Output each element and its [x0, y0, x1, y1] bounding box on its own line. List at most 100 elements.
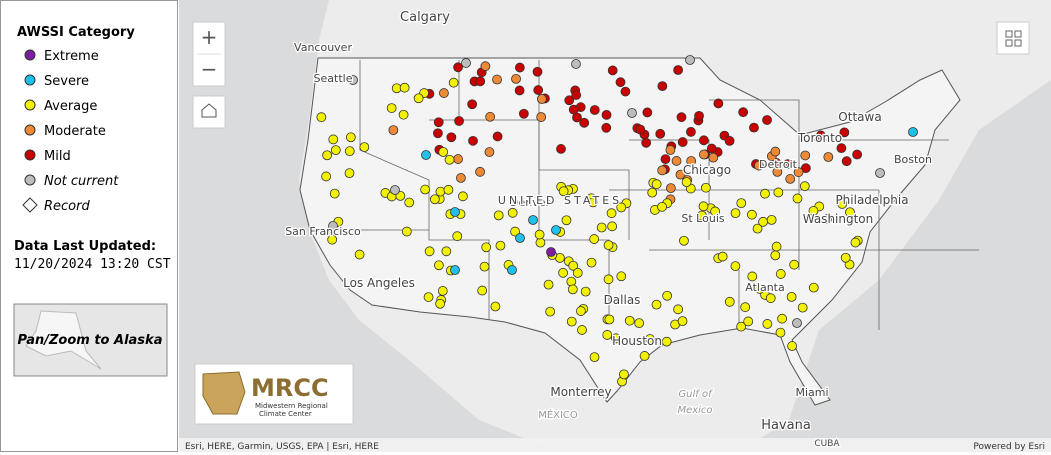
station — [724, 136, 735, 146]
station — [601, 122, 612, 133]
zoom-controls[interactable]: + − — [192, 21, 1030, 129]
map[interactable]: + − MRCC Midwestern Regional Climate Cen… — [179, 0, 1051, 452]
station — [536, 94, 547, 104]
station — [534, 229, 545, 240]
station — [571, 59, 581, 69]
legend-symbol — [24, 124, 36, 136]
station — [694, 110, 704, 121]
legend-symbol — [24, 74, 36, 86]
station — [321, 171, 332, 182]
place-label: Havana — [761, 418, 811, 433]
attribution-bar — [179, 438, 1051, 452]
station — [815, 130, 826, 141]
station — [535, 237, 546, 248]
legend-label: Moderate — [44, 124, 106, 139]
station — [435, 298, 446, 309]
station — [546, 247, 556, 257]
place-label: Toronto — [797, 131, 842, 145]
station — [479, 261, 490, 272]
station — [777, 313, 788, 324]
station — [762, 319, 773, 329]
station — [536, 112, 547, 122]
station — [577, 325, 587, 335]
station — [823, 152, 834, 162]
station — [775, 269, 786, 279]
place-label: Miami — [795, 386, 828, 399]
station — [740, 302, 751, 313]
station — [787, 341, 797, 351]
station — [528, 215, 538, 225]
place-label: Detroit — [759, 158, 798, 171]
basemap-button[interactable] — [996, 21, 1030, 55]
station — [589, 234, 600, 244]
home-button[interactable] — [192, 95, 226, 129]
station — [753, 160, 764, 171]
station — [477, 285, 488, 296]
station — [492, 74, 502, 85]
station — [841, 156, 852, 167]
station — [433, 117, 444, 128]
station — [655, 128, 666, 139]
station — [433, 128, 443, 139]
station — [647, 187, 658, 198]
alaska-button[interactable]: Pan/Zoom to Alaska — [13, 303, 168, 377]
station — [434, 260, 444, 271]
station — [743, 316, 754, 327]
united-states — [299, 57, 961, 406]
station — [681, 177, 692, 188]
station — [792, 193, 803, 204]
legend-label: Extreme — [44, 49, 99, 64]
station — [604, 314, 615, 325]
station — [615, 77, 626, 88]
station — [785, 174, 796, 184]
station — [561, 215, 572, 226]
legend: AWSSI Category Data Last Updated: 11/20/… — [13, 25, 171, 377]
alaska-label[interactable]: Pan/Zoom to Alaska — [18, 333, 163, 348]
station — [775, 327, 786, 338]
station — [448, 77, 459, 88]
station — [572, 112, 582, 123]
station — [484, 147, 495, 157]
station — [316, 112, 327, 123]
station — [639, 351, 650, 361]
station — [572, 267, 583, 278]
station — [450, 207, 460, 217]
legend-symbol — [22, 197, 38, 213]
station — [507, 265, 517, 275]
station — [686, 126, 696, 137]
station — [760, 188, 770, 199]
station — [423, 292, 434, 302]
zoom-out[interactable]: − — [201, 57, 218, 81]
place-label: Ottawa — [838, 110, 881, 124]
station — [607, 65, 618, 76]
station — [404, 197, 415, 208]
station — [359, 142, 370, 153]
station — [772, 166, 783, 177]
logo-subtitle: Climate Center — [259, 410, 312, 418]
station — [398, 109, 409, 120]
basemap-icon — [1005, 30, 1022, 47]
station — [468, 135, 478, 146]
zoom-in[interactable]: + — [201, 25, 218, 49]
station — [490, 301, 501, 312]
station — [634, 318, 645, 329]
station — [766, 214, 777, 225]
legend-symbol — [24, 149, 36, 161]
station — [435, 186, 446, 197]
station — [822, 214, 832, 225]
station — [736, 321, 747, 332]
station — [611, 333, 621, 344]
station — [475, 166, 485, 177]
station — [532, 66, 543, 77]
place-label: Philadelphia — [835, 193, 908, 207]
station — [782, 159, 793, 170]
station — [679, 235, 689, 246]
station — [845, 207, 855, 218]
station — [762, 115, 772, 125]
station — [354, 249, 365, 260]
alaska-shape — [25, 310, 102, 370]
station — [601, 109, 612, 120]
station — [348, 75, 358, 85]
station — [514, 85, 525, 96]
station — [793, 167, 804, 178]
